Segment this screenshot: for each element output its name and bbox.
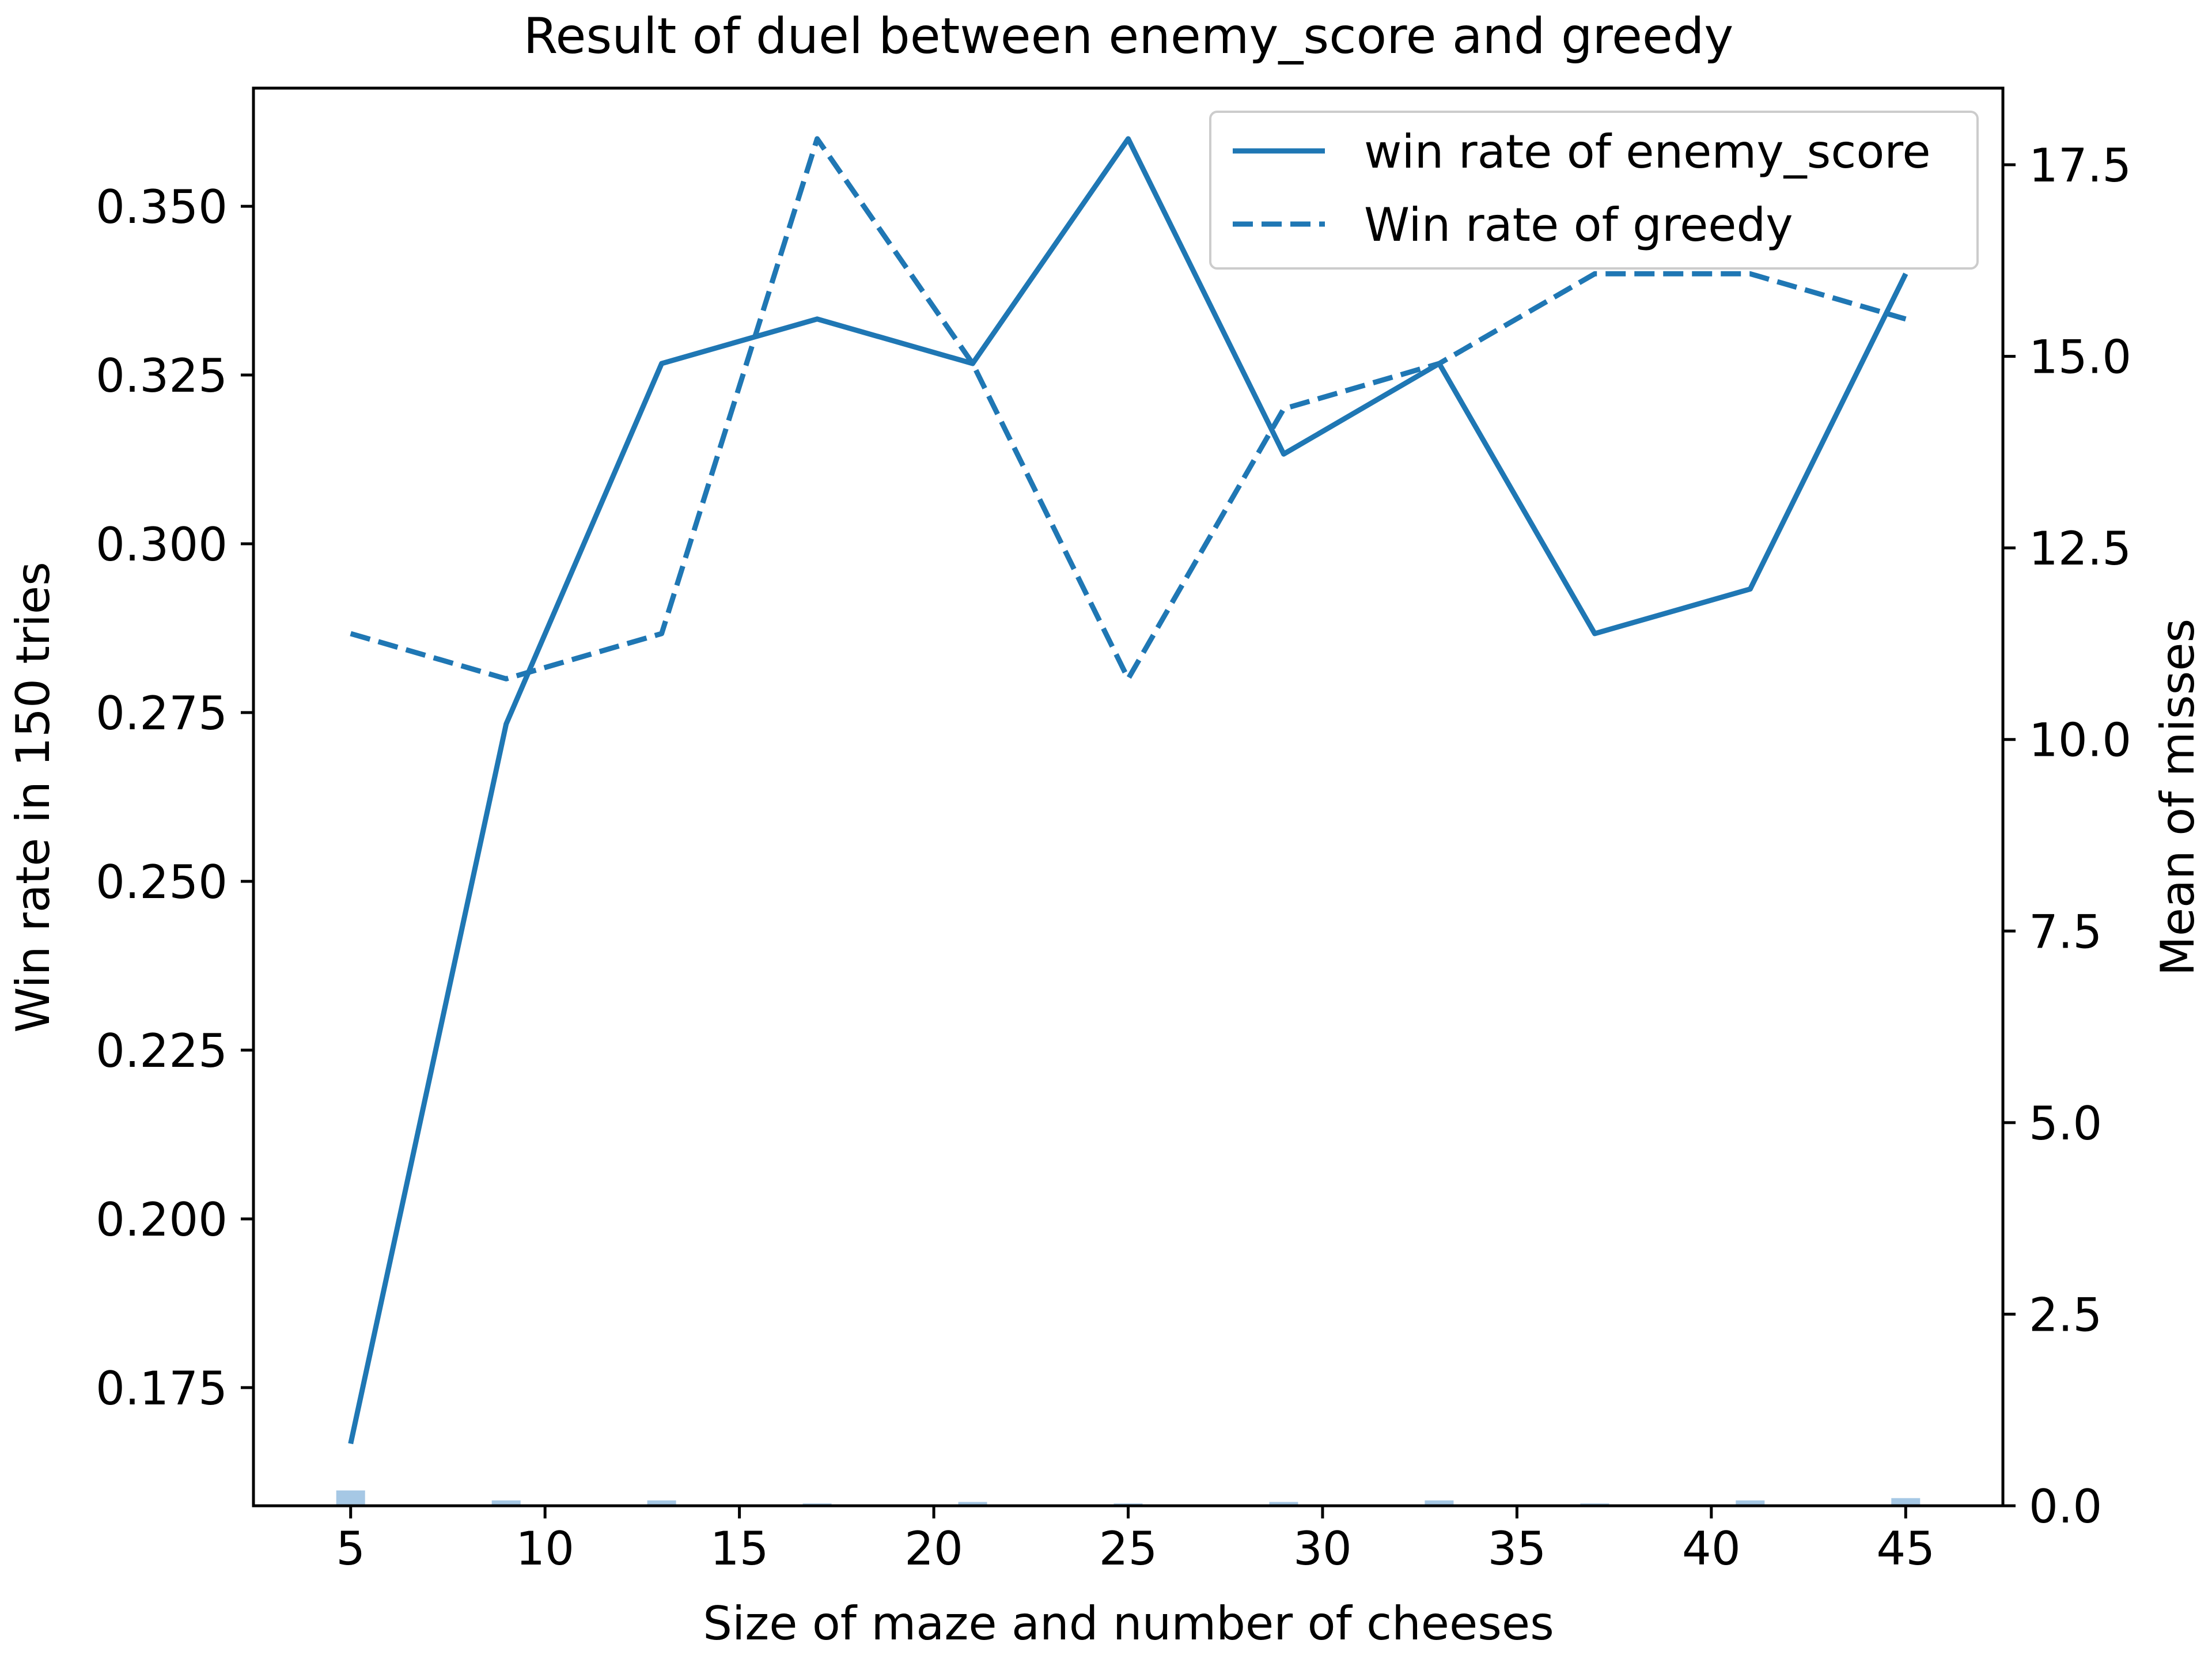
misses-bar — [336, 1490, 365, 1506]
misses-bar — [1269, 1502, 1298, 1506]
x-tick-label: 10 — [516, 1522, 574, 1575]
legend-box — [1209, 111, 1979, 270]
y-tick-label: 0.325 — [96, 349, 228, 403]
legend-label-greedy: Win rate of greedy — [1364, 198, 1793, 252]
x-tick-label: 25 — [1099, 1522, 1158, 1575]
plot-frame — [252, 86, 2005, 1508]
x-tick-label: 45 — [1876, 1522, 1935, 1575]
legend: win rate of enemy_score Win rate of gree… — [1209, 111, 1979, 270]
y-tick-label: 0.175 — [96, 1362, 228, 1415]
y-tick-label: 0.200 — [96, 1193, 228, 1247]
y-tick-label: 0.275 — [96, 687, 228, 740]
misses-bar — [647, 1500, 676, 1506]
y2-tick-label: 15.0 — [2029, 331, 2131, 384]
x-tick-label: 15 — [710, 1522, 769, 1575]
y-tick-label: 0.225 — [96, 1024, 228, 1078]
x-tick-label: 20 — [904, 1522, 963, 1575]
misses-bar — [491, 1500, 521, 1506]
chart-title: Result of duel between enemy_score and g… — [524, 7, 1734, 65]
x-tick-label: 40 — [1682, 1522, 1741, 1575]
y-axis-ticks: 0.175 0.200 0.225 0.250 0.275 0.300 0.325 0.350 — [96, 180, 253, 1415]
x-axis-label: Size of maze and number of cheeses — [703, 1597, 1554, 1650]
y2-tick-label: 5.0 — [2029, 1097, 2102, 1150]
series-lines — [348, 136, 1908, 1445]
y2-tick-label: 17.5 — [2029, 139, 2131, 192]
y2-axis-ticks: 0.0 2.5 5.0 7.5 10.0 12.5 15.0 17.5 — [2003, 139, 2131, 1533]
y2-tick-label: 12.5 — [2029, 522, 2131, 575]
misses-bar — [958, 1502, 987, 1506]
series-line-greedy — [350, 136, 1907, 681]
y-tick-label: 0.250 — [96, 855, 228, 909]
misses-bar — [1891, 1498, 1921, 1506]
series-line-enemy-score — [348, 136, 1908, 1445]
y2-tick-label: 0.0 — [2029, 1480, 2102, 1533]
x-tick-label: 35 — [1487, 1522, 1546, 1575]
y-axis-label: Win rate in 150 tries — [6, 562, 60, 1033]
misses-bar — [1425, 1500, 1454, 1506]
legend-label-enemy-score: win rate of enemy_score — [1364, 125, 1931, 179]
y2-tick-label: 10.0 — [2029, 714, 2131, 767]
y2-tick-label: 7.5 — [2029, 905, 2102, 959]
y-tick-label: 0.300 — [96, 518, 228, 571]
y2-axis-label: Mean of misses — [2151, 619, 2205, 976]
misses-bar — [1736, 1500, 1765, 1506]
y-tick-label: 0.350 — [96, 180, 228, 234]
y2-tick-label: 2.5 — [2029, 1288, 2102, 1342]
x-axis-ticks: 5 10 15 20 25 30 35 40 45 — [336, 1506, 1935, 1575]
x-tick-label: 5 — [336, 1522, 365, 1575]
x-tick-label: 30 — [1293, 1522, 1352, 1575]
